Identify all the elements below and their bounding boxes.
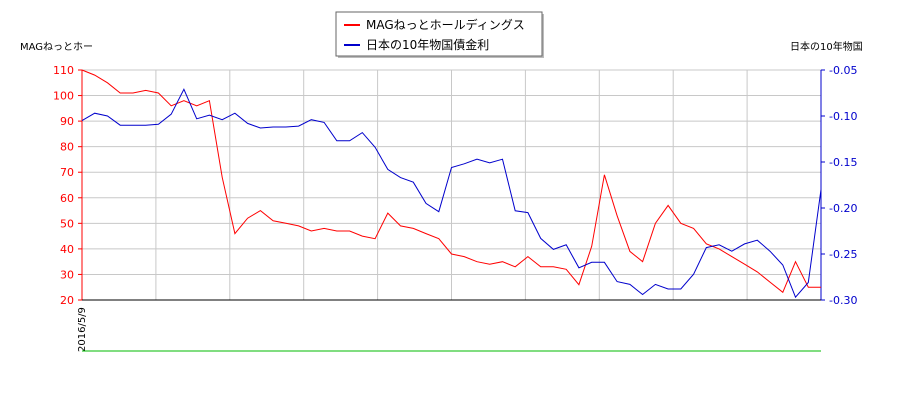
left-tick-label: 20 [60,294,74,307]
legend-box [335,11,543,57]
left-tick-label: 30 [60,268,74,281]
grid [82,69,822,301]
legend-label: 日本の10年物国債金利 [366,37,489,52]
left-tick-label: 40 [60,243,74,256]
right-tick-label: -0.15 [829,156,857,169]
right-tick-label: -0.20 [829,202,857,215]
right-tick-label: -0.10 [829,110,857,123]
axes: 20 30 40 50 60 70 80 90 100 110 -0.30 -0.25 -0.20 -0.… [53,64,857,352]
series-line-bond [81,88,822,299]
left-tick-label: 50 [60,217,74,230]
legend-label: MAGねっとホールディングス [366,17,525,32]
left-axis-title: MAGねっとホー [20,41,93,53]
right-tick-label: -0.25 [829,248,857,261]
series-line-stock [81,69,821,294]
right-axis-title: 日本の10年物国 [790,40,863,53]
series-lines [81,69,822,299]
right-tick-label: -0.05 [829,64,857,77]
left-tick-label: 110 [53,64,74,77]
right-tick-label: -0.30 [829,294,857,307]
left-tick-label: 100 [53,90,74,103]
left-tick-label: 60 [60,192,74,205]
left-tick-label: 70 [60,166,74,179]
left-tick-label: 80 [60,141,74,154]
x-tick-label: 2016/5/9 [77,307,88,352]
left-tick-label: 90 [60,115,74,128]
